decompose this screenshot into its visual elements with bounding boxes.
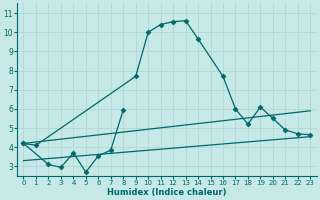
X-axis label: Humidex (Indice chaleur): Humidex (Indice chaleur)	[107, 188, 227, 197]
